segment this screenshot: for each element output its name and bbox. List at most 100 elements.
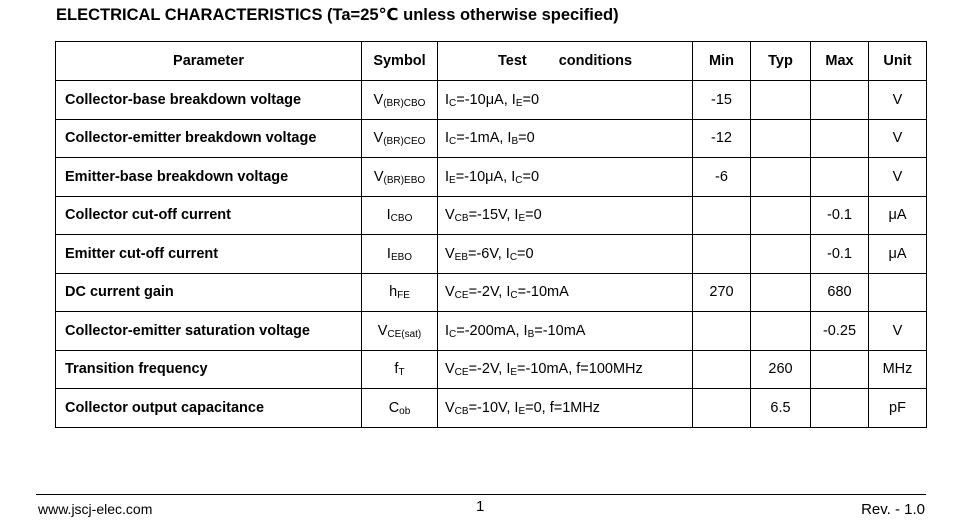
table-row: DC current gain hFE VCE=-2V, IC=-10mA 270 68… — [55, 272, 927, 312]
symbol-main: V — [373, 168, 384, 185]
header-unit: Unit — [868, 41, 927, 81]
cell-typ — [750, 311, 811, 351]
cell-typ: 6.5 — [750, 388, 811, 428]
symbol-subscript: EBO — [390, 251, 413, 263]
condition-text: I — [445, 91, 450, 108]
cell-min: 270 — [692, 272, 751, 312]
cell-parameter: Collector output capacitance — [55, 388, 362, 428]
cell-test-conditions: VCB=-15V, IE=0 — [437, 195, 693, 235]
cell-parameter: Transition frequency — [55, 349, 362, 389]
cell-typ — [750, 80, 811, 120]
condition-text: =0 — [525, 207, 542, 224]
cell-typ — [750, 272, 811, 312]
cell-unit: V — [868, 157, 927, 197]
cell-typ — [750, 234, 811, 274]
table-row: Collector-emitter breakdown voltage V(BR)… — [55, 118, 927, 158]
cell-test-conditions: VCE=-2V, IC=-10mA — [437, 272, 693, 312]
symbol-subscript: (BR)CBO — [383, 97, 426, 109]
cell-symbol: fT — [361, 349, 438, 389]
cell-min — [692, 349, 751, 389]
cell-test-conditions: VEB=-6V, IC=0 — [437, 234, 693, 274]
cell-unit: pF — [868, 388, 927, 428]
symbol-subscript: FE — [397, 290, 410, 302]
condition-text: =-10μA, I — [456, 91, 516, 108]
header-symbol: Symbol — [361, 41, 438, 81]
cell-max — [810, 388, 869, 428]
cell-max: -0.1 — [810, 195, 869, 235]
cell-test-conditions: IC=-1mA, IB=0 — [437, 118, 693, 158]
footer-divider — [36, 494, 926, 495]
condition-text: I — [445, 322, 450, 339]
table-row: Collector-emitter saturation voltage VCE(… — [55, 311, 927, 351]
symbol-main: h — [389, 284, 398, 301]
condition-text: =0 — [517, 245, 534, 262]
table-body: Collector-base breakdown voltage V(BR)CBO… — [55, 80, 927, 428]
cell-min: -6 — [692, 157, 751, 197]
condition-subscript: C — [515, 174, 523, 186]
cell-max: -0.1 — [810, 234, 869, 274]
cell-unit — [868, 272, 927, 312]
cell-parameter: Emitter-base breakdown voltage — [55, 157, 362, 197]
condition-text: =-15V, I — [468, 207, 519, 224]
cell-symbol: Cob — [361, 388, 438, 428]
symbol-main: V — [373, 91, 384, 108]
header-conditions: conditions — [558, 53, 633, 69]
cell-typ — [750, 157, 811, 197]
condition-text: =0, f=1MHz — [525, 399, 601, 416]
cell-symbol: V(BR)CEO — [361, 118, 438, 158]
header-parameter: Parameter — [55, 41, 362, 81]
cell-symbol: ICBO — [361, 195, 438, 235]
header-min: Min — [692, 41, 751, 81]
symbol-main: V — [377, 322, 388, 339]
header-test: Test — [497, 53, 527, 69]
table-row: Collector cut-off current ICBO VCB=-15V, I… — [55, 195, 927, 235]
cell-test-conditions: IC=-10μA, IE=0 — [437, 80, 693, 120]
condition-subscript: B — [527, 328, 535, 340]
condition-subscript: CB — [454, 405, 469, 417]
cell-max — [810, 118, 869, 158]
table-row: Collector output capacitance Cob VCB=-10V,… — [55, 388, 927, 428]
condition-text: I — [445, 130, 450, 147]
cell-parameter: Collector-emitter breakdown voltage — [55, 118, 362, 158]
cell-symbol: V(BR)CBO — [361, 80, 438, 120]
condition-subscript: EB — [454, 251, 469, 263]
condition-subscript: E — [518, 213, 526, 225]
cell-typ — [750, 195, 811, 235]
table-row: Emitter cut-off current IEBO VEB=-6V, IC=0… — [55, 234, 927, 274]
symbol-main: I — [386, 245, 391, 262]
table-row: Collector-base breakdown voltage V(BR)CBO… — [55, 80, 927, 120]
cell-min: -12 — [692, 118, 751, 158]
condition-text: =-2V, I — [468, 361, 511, 378]
cell-parameter: Collector cut-off current — [55, 195, 362, 235]
cell-max — [810, 349, 869, 389]
electrical-characteristics-table: Parameter Symbol Test conditions Min Typ … — [55, 41, 927, 428]
cell-symbol: VCE(sat) — [361, 311, 438, 351]
condition-text: =-10mA, f=100MHz — [517, 361, 643, 378]
cell-max — [810, 157, 869, 197]
condition-subscript: B — [511, 136, 519, 148]
symbol-subscript: CE(sat) — [387, 328, 422, 340]
condition-text: V — [445, 361, 455, 378]
symbol-subscript: CBO — [390, 213, 413, 225]
cell-symbol: V(BR)EBO — [361, 157, 438, 197]
footer-revision: Rev. - 1.0 — [861, 501, 925, 518]
header-typ: Typ — [750, 41, 811, 81]
cell-max: -0.25 — [810, 311, 869, 351]
cell-max — [810, 80, 869, 120]
cell-unit: MHz — [868, 349, 927, 389]
symbol-subscript: (BR)CEO — [383, 136, 426, 148]
condition-text: =0 — [518, 130, 535, 147]
cell-min: -15 — [692, 80, 751, 120]
symbol-main: C — [388, 399, 400, 416]
header-test-conditions: Test conditions — [437, 41, 693, 81]
condition-text: =-2V, I — [468, 284, 511, 301]
condition-text: =-6V, I — [468, 245, 510, 262]
condition-text: =-1mA, I — [456, 130, 512, 147]
cell-min — [692, 234, 751, 274]
symbol-main: f — [394, 361, 399, 378]
cell-unit: V — [868, 80, 927, 120]
cell-test-conditions: VCE=-2V, IE=-10mA, f=100MHz — [437, 349, 693, 389]
condition-text: =-10mA — [517, 284, 569, 301]
condition-subscript: CE — [454, 290, 469, 302]
